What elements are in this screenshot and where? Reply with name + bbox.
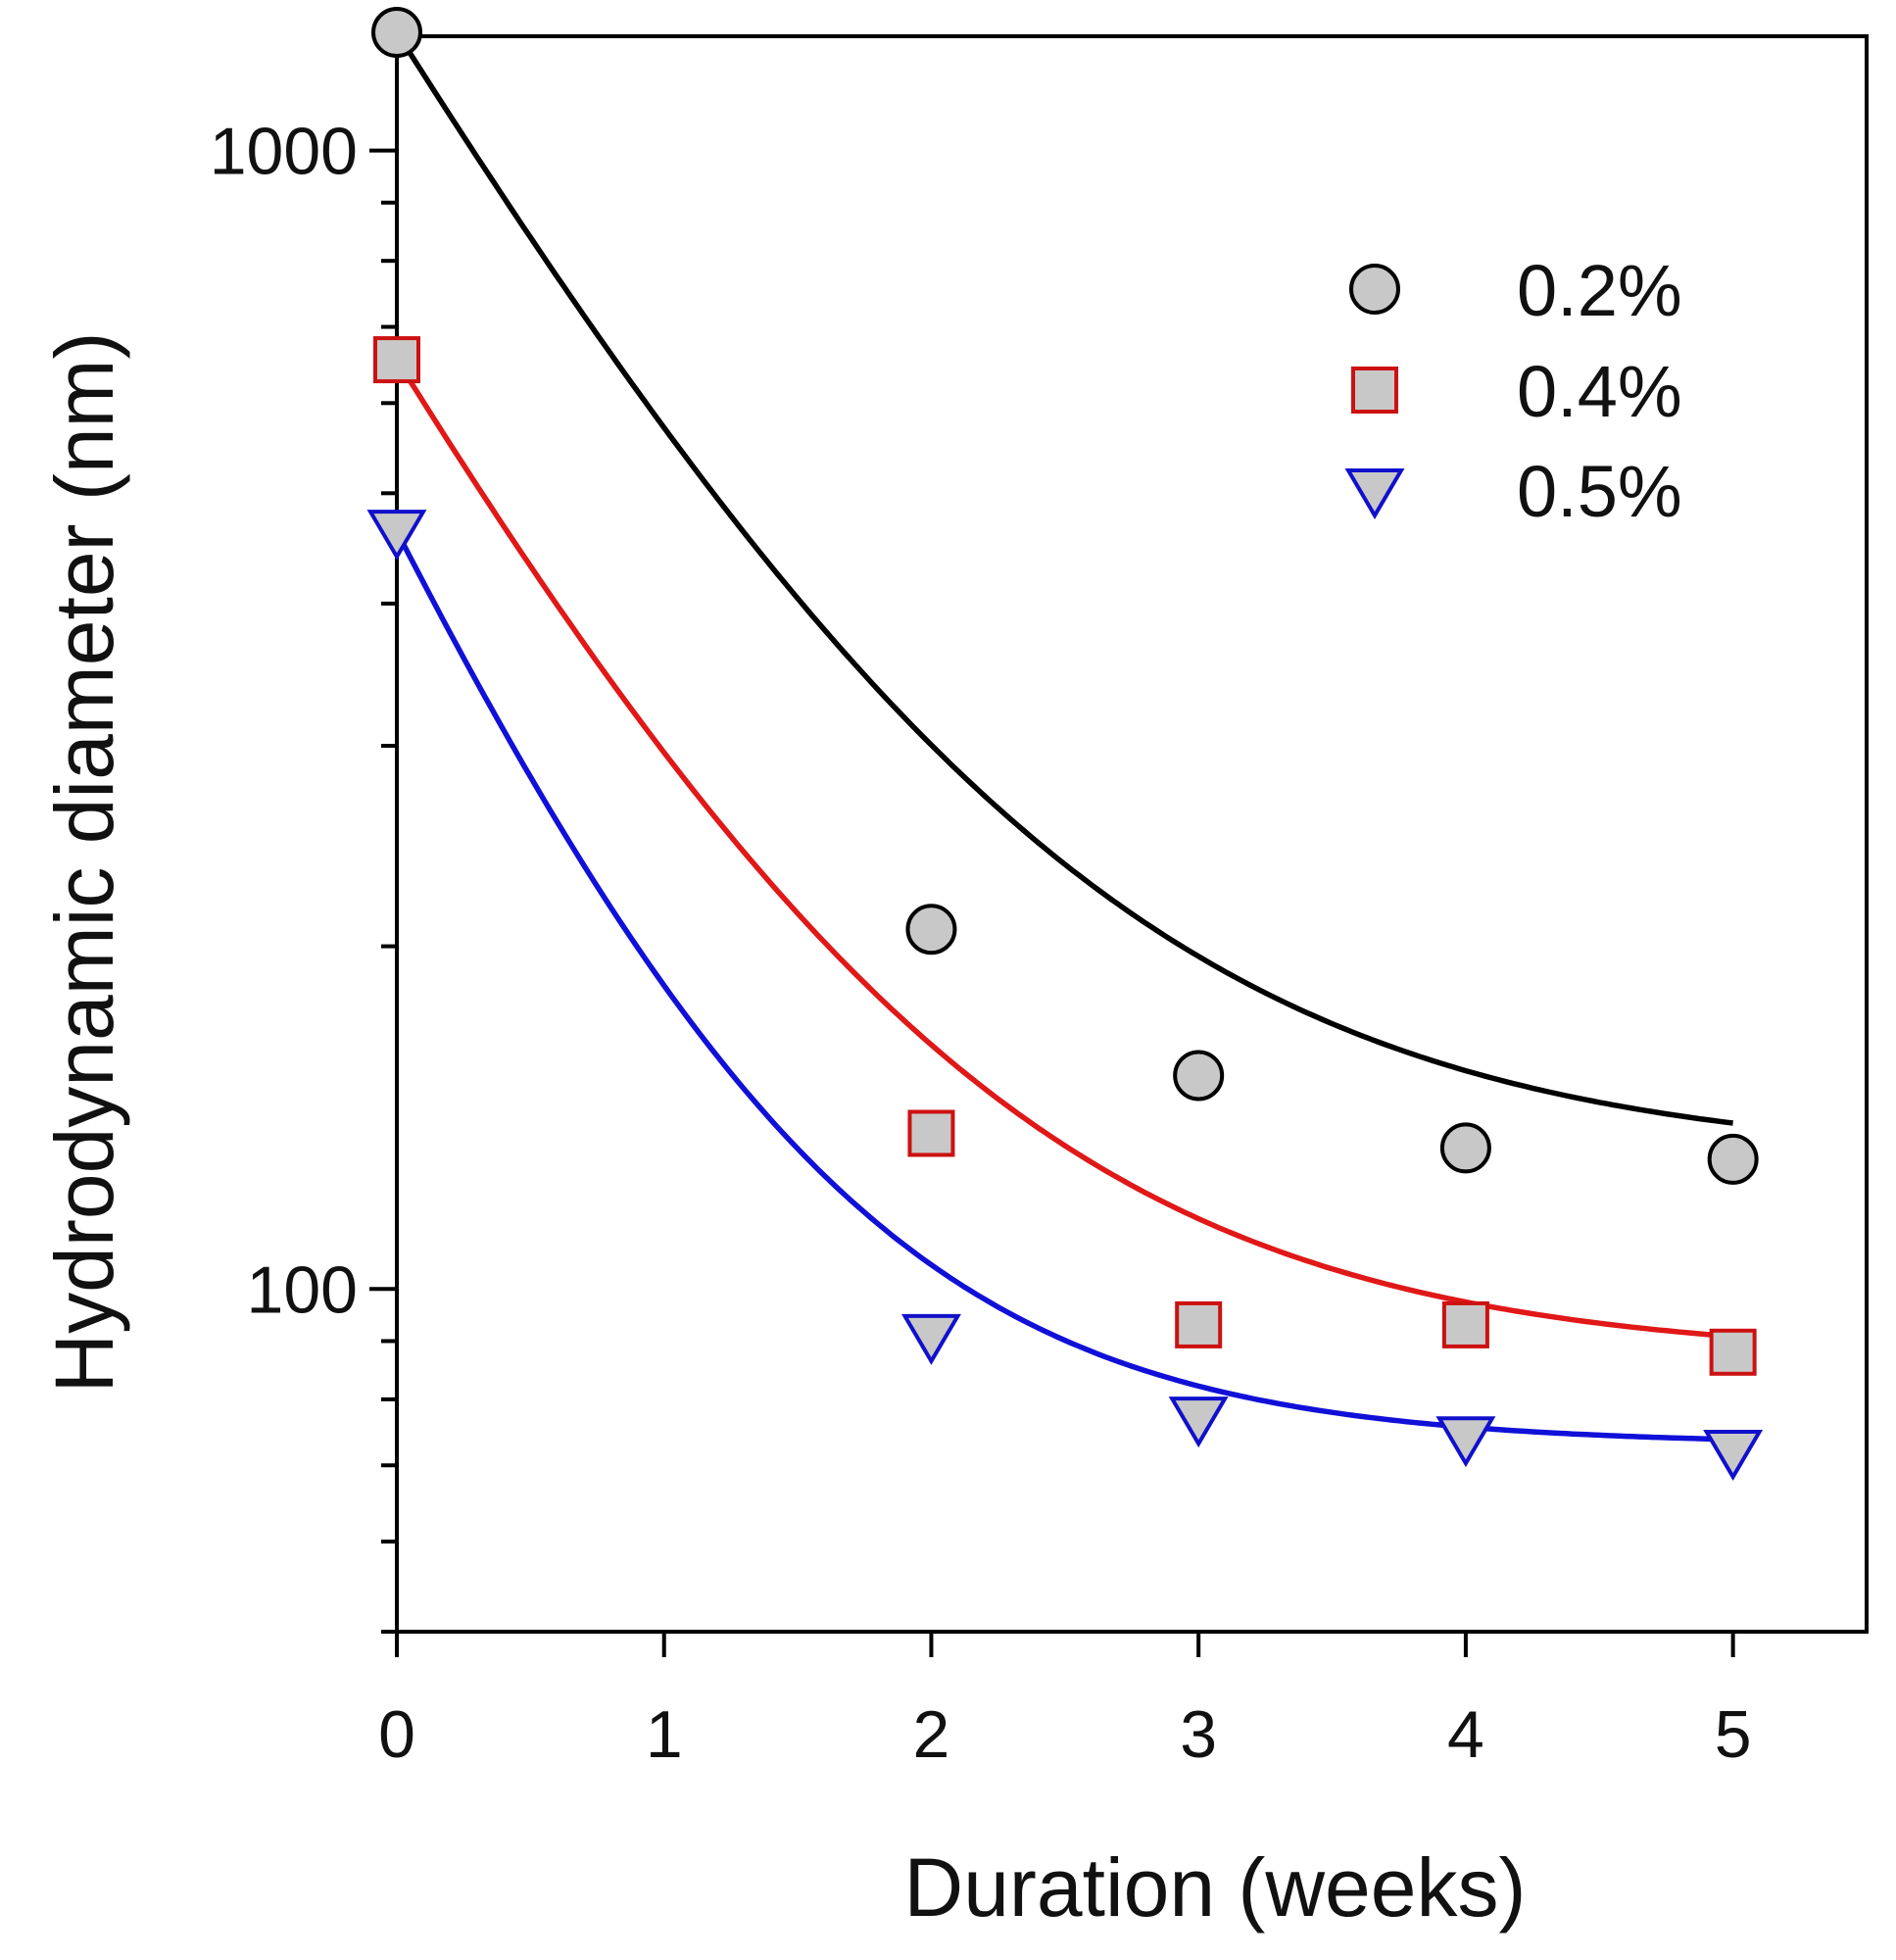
data-point-0.2% xyxy=(1439,1122,1491,1174)
data-point-0.5% xyxy=(1703,1430,1764,1481)
legend-marker-0.5% xyxy=(1344,468,1405,519)
x-tick-label: 4 xyxy=(1447,1697,1484,1772)
data-markers xyxy=(366,7,1764,1481)
y-tick-label: 1000 xyxy=(210,115,358,189)
axes: 0 1 2 3 4 5 100 1000 xyxy=(210,34,1869,1772)
x-tick-label: 1 xyxy=(646,1697,683,1772)
data-point-0.4% xyxy=(1441,1300,1489,1348)
y-axis-title: Hydrodynamic diameter (nm) xyxy=(38,332,130,1394)
data-point-0.5% xyxy=(366,510,427,562)
data-point-0.4% xyxy=(907,1109,955,1157)
legend-label-0.4%: 0.4% xyxy=(1517,351,1682,432)
data-point-0.4% xyxy=(373,336,420,384)
x-tick-label: 5 xyxy=(1715,1697,1752,1772)
data-point-0.2% xyxy=(1707,1133,1759,1185)
legend-marker-0.2% xyxy=(1349,264,1400,315)
data-point-0.2% xyxy=(905,904,957,956)
data-point-0.2% xyxy=(371,7,422,59)
legend-label-0.5%: 0.5% xyxy=(1517,451,1682,532)
x-tick-label: 0 xyxy=(378,1697,415,1772)
data-point-0.5% xyxy=(1168,1396,1229,1448)
data-point-0.5% xyxy=(1435,1416,1496,1468)
fit-curve-0.2% xyxy=(394,30,1733,1126)
plot-frame xyxy=(395,34,1869,1634)
data-point-0.4% xyxy=(1175,1300,1223,1348)
fit-curve-0.5% xyxy=(394,529,1733,1443)
data-point-0.2% xyxy=(1173,1050,1225,1102)
x-axis-title: Duration (weeks) xyxy=(904,1841,1527,1934)
data-point-0.5% xyxy=(900,1313,961,1365)
fit-curves xyxy=(394,30,1733,1443)
data-point-0.4% xyxy=(1709,1328,1757,1376)
y-tick-label: 100 xyxy=(247,1252,358,1327)
x-tick-label: 3 xyxy=(1180,1697,1217,1772)
x-tick-label: 2 xyxy=(913,1697,950,1772)
fit-curve-0.4% xyxy=(394,358,1733,1340)
legend-label-0.2%: 0.2% xyxy=(1517,250,1682,331)
legend: 0.2% 0.4% 0.5% xyxy=(1344,250,1682,532)
legend-marker-0.4% xyxy=(1351,367,1398,414)
